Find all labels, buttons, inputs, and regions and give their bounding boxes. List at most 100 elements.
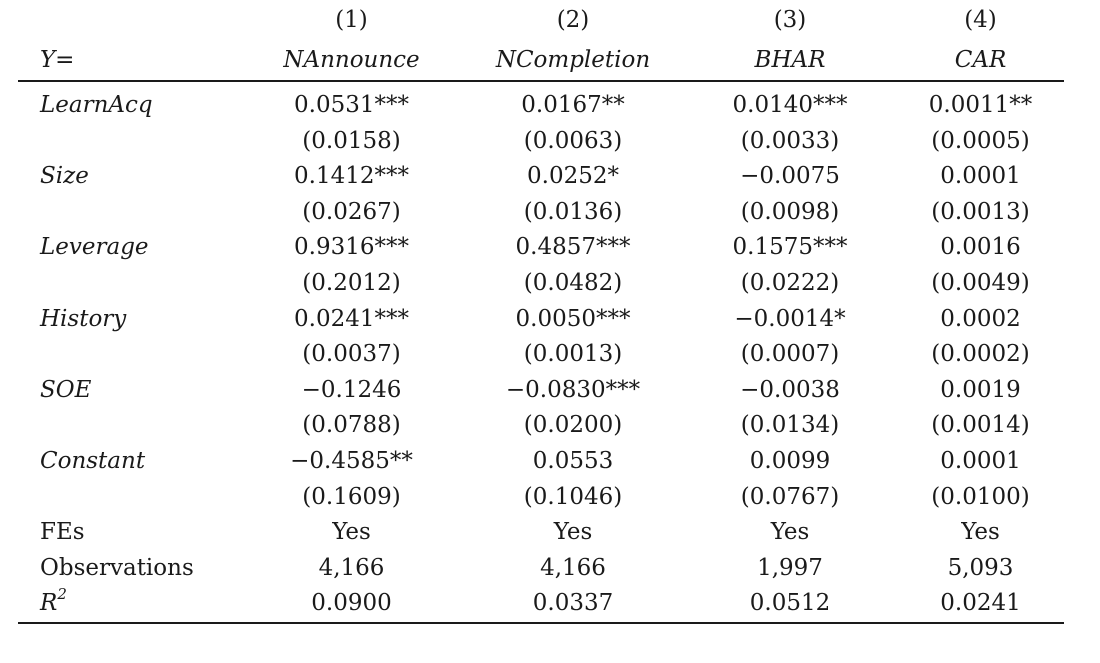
standard-error-cell: (0.1609) xyxy=(302,483,401,510)
dependent-variable: NAnnounce xyxy=(240,40,463,82)
coefficient-cell: 0.0050*** xyxy=(515,305,631,332)
standard-error-cell: (0.0063) xyxy=(523,127,623,154)
coefficient-cell: −0.0038 xyxy=(740,376,840,403)
coefficient-cell: 0.0252* xyxy=(527,163,619,190)
standard-error-row: (0.0267) (0.0136) (0.0098) (0.0013) xyxy=(18,195,1064,231)
column-number: (4) xyxy=(964,7,997,33)
coefficient-row: Constant −0.4585** 0.0553 0.0099 0.0001 xyxy=(18,444,1064,480)
dependent-variable: CAR xyxy=(897,40,1064,82)
standard-error-cell: (0.1046) xyxy=(523,483,623,510)
column-number: (1) xyxy=(335,7,368,33)
coefficient-cell: 0.0011** xyxy=(928,92,1033,118)
variable-label: LearnAcq xyxy=(40,92,153,118)
fes-label: FEs xyxy=(40,519,85,546)
coefficient-cell: 0.9316*** xyxy=(294,234,409,261)
standard-error-cell: (0.0222) xyxy=(740,269,840,296)
fes-value: Yes xyxy=(332,519,371,546)
r-squared-value: 0.0512 xyxy=(683,586,897,624)
coefficient-row: SOE −0.1246 −0.0830*** −0.0038 0.0019 xyxy=(18,373,1064,409)
coefficient-row: History 0.0241*** 0.0050*** −0.0014* 0.0… xyxy=(18,302,1064,338)
corner-cell xyxy=(18,0,240,40)
coefficient-cell: 0.1412*** xyxy=(294,163,409,190)
standard-error-row: (0.0788) (0.0200) (0.0134) (0.0014) xyxy=(18,408,1064,444)
standard-error-cell: (0.0013) xyxy=(523,341,623,368)
coefficient-cell: 0.0553 xyxy=(532,447,614,474)
observations-label: Observations xyxy=(40,554,194,581)
standard-error-cell: (0.0002) xyxy=(931,341,1030,368)
observations-value: 5,093 xyxy=(947,554,1014,581)
coefficient-cell: 0.0140*** xyxy=(732,92,848,118)
coefficient-row: Leverage 0.9316*** 0.4857*** 0.1575*** 0… xyxy=(18,230,1064,266)
coefficient-cell: 0.0531*** xyxy=(294,92,409,118)
column-number: (3) xyxy=(773,7,807,33)
standard-error-cell: (0.0014) xyxy=(931,412,1030,439)
standard-error-cell: (0.0200) xyxy=(523,412,623,439)
standard-error-row: (0.0158) (0.0063) (0.0033) (0.0005) xyxy=(18,124,1064,160)
r-squared-value: 0.0337 xyxy=(463,586,683,624)
coefficient-cell: −0.1246 xyxy=(301,376,402,403)
variable-label: History xyxy=(40,305,127,332)
coefficient-row: LearnAcq 0.0531*** 0.0167** 0.0140*** 0.… xyxy=(18,88,1064,124)
observations-value: 4,166 xyxy=(318,554,385,581)
observations-row: Observations 4,166 4,166 1,997 5,093 xyxy=(18,551,1064,587)
r-squared-exponent: 2 xyxy=(57,584,67,603)
variable-label: Size xyxy=(40,163,89,190)
coefficient-cell: −0.0830*** xyxy=(505,376,641,403)
standard-error-row: (0.2012) (0.0482) (0.0222) (0.0049) xyxy=(18,266,1064,302)
regression-table-container: (1) (2) (3) (4) Y= NAnnounce NCompletion… xyxy=(18,0,1064,624)
r-squared-label: R2 xyxy=(18,584,240,624)
standard-error-cell: (0.0007) xyxy=(740,341,840,368)
dependent-variable-row: Y= NAnnounce NCompletion BHAR CAR xyxy=(18,40,1064,82)
standard-error-cell: (0.0013) xyxy=(931,198,1030,225)
standard-error-cell: (0.0037) xyxy=(302,341,401,368)
standard-error-cell: (0.0267) xyxy=(302,198,401,225)
regression-table: (1) (2) (3) (4) Y= NAnnounce NCompletion… xyxy=(18,0,1064,624)
coefficient-row: Size 0.1412*** 0.0252* −0.0075 0.0001 xyxy=(18,159,1064,195)
standard-error-cell: (0.2012) xyxy=(302,269,401,296)
standard-error-cell: (0.0033) xyxy=(740,127,840,154)
y-label: Y= xyxy=(18,40,240,82)
standard-error-cell: (0.0482) xyxy=(523,269,623,296)
standard-error-cell: (0.0788) xyxy=(302,412,401,439)
coefficient-cell: 0.0019 xyxy=(940,376,1021,403)
standard-error-cell: (0.0136) xyxy=(523,198,623,225)
coefficient-cell: 0.0099 xyxy=(749,447,831,474)
fes-value: Yes xyxy=(961,519,1000,546)
coefficient-cell: 0.0167** xyxy=(521,92,625,118)
fes-value: Yes xyxy=(553,519,593,546)
header-spacer xyxy=(18,81,1064,88)
variable-label: Constant xyxy=(40,447,146,474)
standard-error-row: (0.1609) (0.1046) (0.0767) (0.0100) xyxy=(18,480,1064,516)
coefficient-cell: −0.0075 xyxy=(740,163,840,190)
standard-error-cell: (0.0100) xyxy=(931,483,1030,510)
r-squared-row: R2 0.0900 0.0337 0.0512 0.0241 xyxy=(18,584,1064,624)
standard-error-cell: (0.0158) xyxy=(302,127,401,154)
coefficient-cell: 0.0001 xyxy=(940,163,1021,190)
column-number: (2) xyxy=(556,7,590,33)
fixed-effects-row: FEs Yes Yes Yes Yes xyxy=(18,515,1064,551)
standard-error-cell: (0.0005) xyxy=(931,127,1030,154)
coefficient-cell: 0.0241*** xyxy=(294,305,409,332)
standard-error-cell: (0.0049) xyxy=(931,269,1030,296)
observations-value: 4,166 xyxy=(540,554,606,581)
coefficient-cell: 0.0001 xyxy=(940,447,1021,474)
r-squared-symbol: R xyxy=(40,590,58,617)
dependent-variable: BHAR xyxy=(683,40,897,82)
coefficient-cell: 0.4857*** xyxy=(515,234,631,261)
observations-value: 1,997 xyxy=(757,554,823,581)
variable-label: SOE xyxy=(40,376,92,403)
dependent-variable: NCompletion xyxy=(463,40,683,82)
standard-error-cell: (0.0134) xyxy=(740,412,840,439)
standard-error-cell: (0.0767) xyxy=(740,483,840,510)
column-number-row: (1) (2) (3) (4) xyxy=(18,0,1064,40)
coefficient-cell: 0.0016 xyxy=(940,234,1021,261)
standard-error-row: (0.0037) (0.0013) (0.0007) (0.0002) xyxy=(18,337,1064,373)
fes-value: Yes xyxy=(770,519,810,546)
coefficient-cell: −0.4585** xyxy=(290,447,413,474)
variable-label: Leverage xyxy=(40,234,149,261)
standard-error-cell: (0.0098) xyxy=(740,198,840,225)
coefficient-cell: 0.1575*** xyxy=(732,234,848,261)
coefficient-cell: −0.0014* xyxy=(734,305,846,332)
r-squared-value: 0.0241 xyxy=(897,586,1064,624)
r-squared-value: 0.0900 xyxy=(240,586,463,624)
